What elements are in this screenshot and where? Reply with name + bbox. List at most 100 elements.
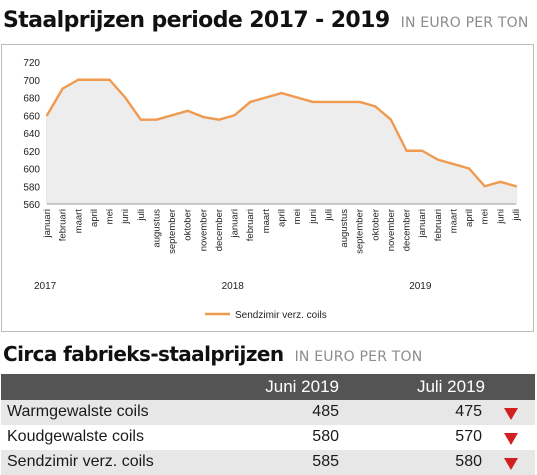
june-value: 485 <box>312 403 339 420</box>
table-row: Sendzimir verz. coils 585 580 <box>1 450 535 475</box>
year-label: 2017 <box>34 281 57 292</box>
down-arrow-icon <box>504 433 518 445</box>
x-tick-label: augustus <box>339 209 350 248</box>
x-tick-label: september <box>355 209 366 254</box>
x-tick-label: juli <box>323 209 334 222</box>
x-tick-label: april <box>464 209 475 227</box>
x-tick-label: augustus <box>151 209 162 248</box>
july-value: 570 <box>455 428 482 445</box>
x-tick-label: april <box>277 209 288 227</box>
chart-title: Staalprijzen periode 2017 - 2019 <box>3 8 390 33</box>
x-tick-label: juli <box>136 209 147 222</box>
x-tick-label: september <box>167 209 178 254</box>
price-table: Juni 2019 Juli 2019 Warmgewalste coils 4… <box>1 374 535 475</box>
data-point <box>155 118 158 121</box>
x-tick-label: juni <box>308 209 319 225</box>
y-tick-label: 640 <box>23 129 40 140</box>
data-point <box>202 115 205 119</box>
x-tick-label: maart <box>261 209 272 234</box>
y-tick-label: 620 <box>23 147 40 158</box>
data-point <box>92 78 95 81</box>
y-tick-label: 680 <box>23 94 40 105</box>
down-arrow-icon <box>504 408 518 420</box>
x-tick-label: februari <box>433 209 444 241</box>
data-point <box>61 87 64 90</box>
table-title: Circa fabrieks-staalprijzen <box>3 342 284 366</box>
data-point <box>389 118 393 121</box>
july-value: 580 <box>455 453 482 470</box>
july-value: 475 <box>455 403 482 420</box>
chart-unit: IN EURO PER TON <box>400 15 529 31</box>
june-value: 585 <box>312 453 339 470</box>
data-point <box>186 109 189 112</box>
x-tick-label: januari <box>42 209 53 239</box>
data-point <box>358 100 361 104</box>
y-tick-label: 660 <box>23 111 40 122</box>
data-point <box>170 114 174 117</box>
data-point <box>342 100 346 104</box>
data-point <box>311 100 314 104</box>
column-header-july: Juli 2019 <box>416 377 485 396</box>
data-point <box>108 78 111 81</box>
chart-panel: 560 580 600 620 640 660 680 700 720 januari februa… <box>1 44 534 332</box>
column-header-june: Juni 2019 <box>265 377 339 396</box>
table-unit: IN EURO PER TON <box>294 349 423 365</box>
data-point <box>139 118 142 121</box>
x-tick-label: maart <box>448 209 459 234</box>
row-label: Warmgewalste coils <box>7 403 149 420</box>
data-point <box>233 114 236 117</box>
chart-title-row: Staalprijzen periode 2017 - 2019 IN EURO… <box>3 8 529 33</box>
row-label: Sendzimir verz. coils <box>7 453 154 470</box>
down-arrow-icon <box>504 458 518 470</box>
data-point <box>468 167 471 170</box>
year-label: 2019 <box>409 281 432 292</box>
x-tick-label: januari <box>417 209 428 239</box>
data-point <box>124 96 127 99</box>
y-tick-label: 720 <box>23 58 40 69</box>
y-tick-label: 560 <box>23 200 40 211</box>
data-point <box>296 96 299 99</box>
x-tick-label: mei <box>480 209 491 224</box>
x-tick-label: januari <box>230 209 241 239</box>
data-point <box>452 162 455 166</box>
x-tick-label: februari <box>58 209 69 241</box>
x-tick-label: december <box>214 209 225 251</box>
x-tick-label: maart <box>73 209 84 234</box>
table-row: Koudgewalste coils 580 570 <box>1 425 535 450</box>
table-row: Warmgewalste coils 485 475 <box>1 400 535 425</box>
data-point <box>249 100 252 104</box>
row-label: Koudgewalste coils <box>7 428 144 445</box>
data-point <box>436 158 439 161</box>
data-point <box>280 91 283 95</box>
y-tick-label: 600 <box>23 165 40 176</box>
y-tick-label: 580 <box>23 182 40 193</box>
x-tick-label: februari <box>245 209 256 241</box>
x-tick-label: november <box>198 209 209 251</box>
x-tick-label: juni <box>120 209 131 225</box>
x-tick-label: oktober <box>183 209 194 241</box>
year-label: 2018 <box>222 281 245 292</box>
x-tick-label: april <box>89 209 100 227</box>
data-point <box>514 185 518 188</box>
data-point <box>327 100 330 104</box>
data-point <box>45 114 49 117</box>
x-tick-label: juli <box>511 209 522 222</box>
x-tick-label: mei <box>292 209 303 224</box>
x-tick-label: oktober <box>370 209 381 241</box>
data-point <box>405 149 408 152</box>
line-chart: 560 580 600 620 640 660 680 700 720 januari februa… <box>23 58 522 321</box>
x-tick-label: november <box>386 209 397 251</box>
table-header: Juni 2019 Juli 2019 <box>1 374 535 400</box>
data-point <box>374 105 377 108</box>
data-point <box>483 185 486 188</box>
legend-label: Sendzimir verz. coils <box>235 310 327 321</box>
data-point <box>264 96 267 99</box>
series-area <box>47 79 516 204</box>
data-point <box>421 149 424 152</box>
data-point <box>217 118 221 121</box>
x-tick-label: december <box>402 209 413 251</box>
x-tick-label: mei <box>105 209 116 224</box>
data-point <box>499 180 502 183</box>
x-tick-label: juni <box>495 209 506 225</box>
data-point <box>77 78 80 81</box>
